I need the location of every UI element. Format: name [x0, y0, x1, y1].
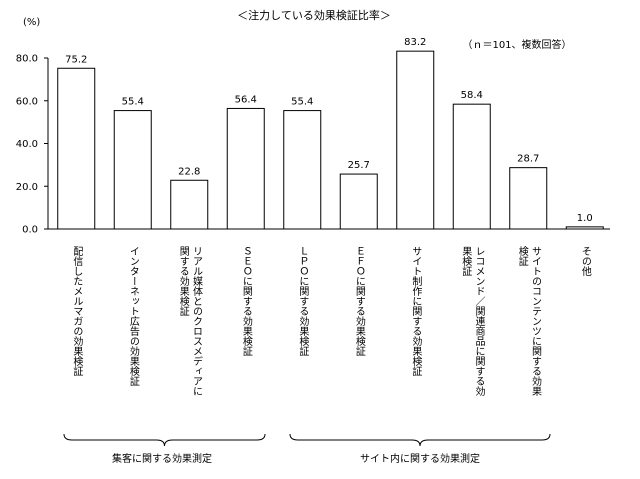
category-label-line: 関する効果検証	[177, 246, 189, 316]
value-label: 75.2	[65, 54, 87, 65]
category-label-line: サイト制作に関する効果検証	[409, 246, 421, 376]
bar	[57, 67, 96, 230]
category-label-line: サイトのコンテンツに関する効果	[529, 246, 541, 396]
group-brace	[289, 433, 551, 447]
y-tick-label: 20.0	[16, 182, 38, 193]
bar	[283, 110, 322, 230]
category-label: ＥＦＯに関する効果検証	[352, 246, 365, 356]
bar	[452, 103, 491, 230]
category-label-line: その他	[579, 246, 591, 276]
bar	[509, 167, 548, 230]
value-label: 28.7	[517, 154, 539, 165]
group-braces	[63, 433, 551, 447]
y-tick-label: 60.0	[16, 96, 38, 107]
value-label: 83.2	[404, 37, 426, 48]
category-label-line: 配信したメルマガの効果検証	[70, 246, 82, 376]
value-label: 58.4	[461, 90, 483, 101]
category-label-line: ＬＰＯに関する効果検証	[296, 246, 308, 356]
category-label-line: ＥＦＯに関する効果検証	[353, 246, 365, 356]
category-label-line: リアル媒体とのクロスメディアに	[190, 246, 202, 396]
y-tick-label: 40.0	[16, 139, 38, 150]
y-tick-label: 80.0	[16, 54, 38, 65]
category-label: リアル媒体とのクロスメディアに 関する効果検証	[176, 246, 202, 396]
value-label: 1.0	[577, 213, 593, 224]
bar	[170, 179, 209, 230]
category-label-line: ＳＥＯに関する効果検証	[240, 246, 252, 356]
y-ticks: 0.0 20.0 40.0 60.0 80.0	[16, 54, 48, 236]
category-label-line: 検証	[516, 246, 528, 266]
category-label-line: レコメンド／関連商品に関する効	[472, 246, 484, 396]
bars	[57, 50, 604, 230]
group-label-onsite: サイト内に関する効果測定	[360, 452, 480, 465]
category-label: 配信したメルマガの効果検証	[70, 246, 83, 376]
category-label: インターネット広告の効果検証	[126, 246, 139, 386]
bar	[396, 50, 435, 230]
sample-note: （ｎ＝101、複数回答）	[462, 38, 571, 51]
bar	[113, 110, 152, 230]
y-tick-label: 0.0	[22, 225, 38, 236]
value-labels: 75.2 55.4 22.8 56.4 55.4 25.7 83.2 58.4 28.7 1.0	[65, 37, 593, 224]
category-label: サイトのコンテンツに関する効果 検証	[515, 246, 541, 396]
category-label-line: 果検証	[459, 246, 471, 276]
bar	[226, 107, 265, 230]
group-label-acquisition: 集客に関する効果測定	[112, 452, 212, 465]
value-label: 55.4	[291, 97, 313, 108]
value-label: 56.4	[235, 94, 257, 105]
category-label: ＬＰＯに関する効果検証	[296, 246, 309, 356]
chart-title: ＜注力している効果検証比率＞	[237, 8, 391, 22]
category-label: その他	[578, 246, 591, 276]
bar	[339, 173, 378, 230]
value-label: 25.7	[348, 160, 370, 171]
category-label-line: インターネット広告の効果検証	[127, 246, 139, 386]
category-label: レコメンド／関連商品に関する効 果検証	[459, 246, 485, 396]
category-label: ＳＥＯに関する効果検証	[239, 246, 252, 356]
value-label: 55.4	[122, 97, 144, 108]
value-label: 22.8	[178, 166, 200, 177]
y-axis-label: (%)	[23, 17, 40, 28]
group-brace	[63, 433, 266, 447]
category-label: サイト制作に関する効果検証	[409, 246, 422, 376]
bar	[565, 226, 604, 230]
